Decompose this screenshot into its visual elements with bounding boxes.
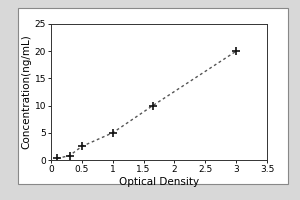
X-axis label: Optical Density: Optical Density	[119, 177, 199, 187]
Y-axis label: Concentration(ng/mL): Concentration(ng/mL)	[22, 35, 32, 149]
